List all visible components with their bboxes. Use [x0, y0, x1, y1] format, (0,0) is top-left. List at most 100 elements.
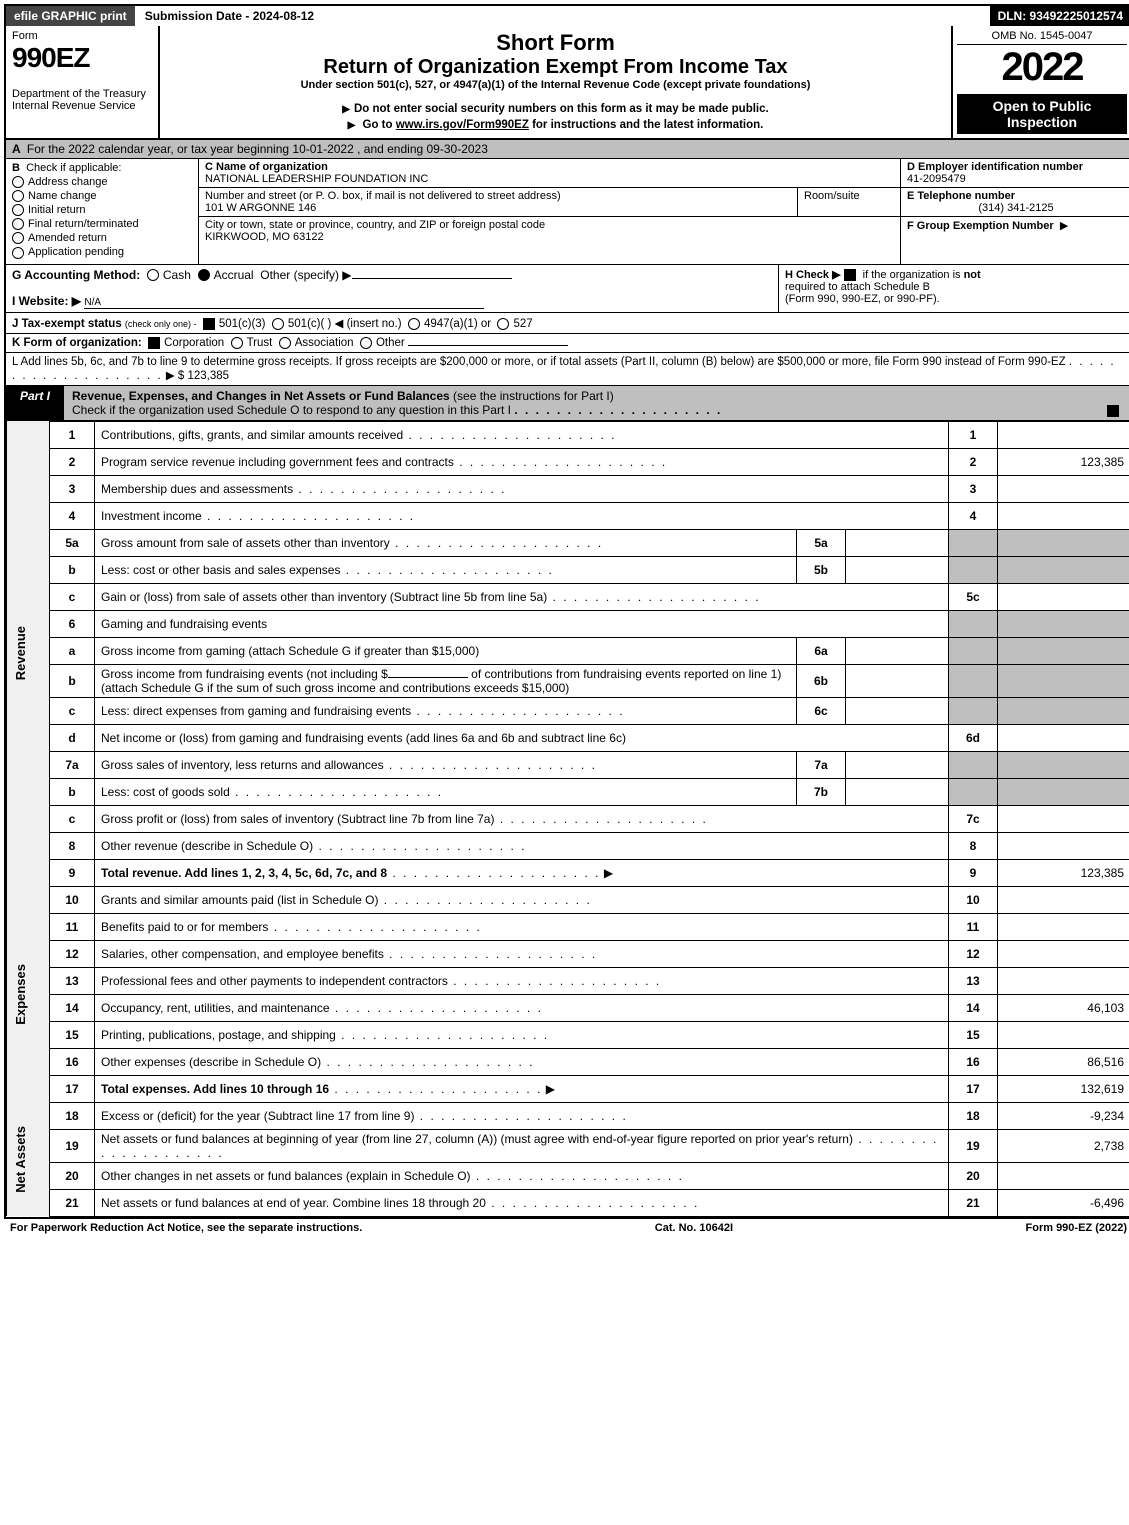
chk-other-org[interactable]: [360, 337, 372, 349]
arrow-icon: [348, 119, 360, 131]
chk-association[interactable]: [279, 337, 291, 349]
arrow-icon: [342, 103, 354, 115]
line-ref: 1: [949, 421, 998, 448]
table-row: d Net income or (loss) from gaming and f…: [7, 724, 1129, 751]
efile-print[interactable]: efile GRAPHIC print: [6, 6, 137, 26]
form-of-org-label: K Form of organization:: [12, 337, 142, 349]
h-text3: (Form 990, 990-EZ, or 990-PF).: [785, 293, 940, 305]
chk-initial-return[interactable]: Initial return: [12, 204, 192, 216]
chk-application-pending[interactable]: Application pending: [12, 246, 192, 258]
accounting-method-label: G Accounting Method:: [12, 268, 140, 282]
table-row: 15Printing, publications, postage, and s…: [7, 1021, 1129, 1048]
header-center: Short Form Return of Organization Exempt…: [160, 26, 951, 138]
form-number: 990EZ: [12, 42, 152, 74]
accrual-label: Accrual: [214, 268, 254, 282]
city-label: City or town, state or province, country…: [205, 219, 545, 231]
chk-4947[interactable]: [408, 318, 420, 330]
box-h: H Check ▶ if the organization is not req…: [778, 265, 1129, 312]
chk-name-change[interactable]: Name change: [12, 190, 192, 202]
chk-cash[interactable]: [147, 269, 159, 281]
warn-text: Do not enter social security numbers on …: [354, 103, 769, 115]
revenue-side-label: Revenue: [13, 626, 28, 680]
expenses-side-label: Expenses: [13, 964, 28, 1025]
website-label: I Website: ▶: [12, 294, 81, 308]
table-row: c Gain or (loss) from sale of assets oth…: [7, 583, 1129, 610]
ein-value: 41-2095479: [907, 173, 966, 185]
table-row: 11Benefits paid to or for members11: [7, 913, 1129, 940]
box-i: I Website: ▶ N/A: [12, 294, 772, 309]
part-i-tab: Part I: [6, 386, 64, 420]
footer-left: For Paperwork Reduction Act Notice, see …: [10, 1222, 362, 1234]
org-name: NATIONAL LEADERSHIP FOUNDATION INC: [205, 173, 428, 185]
part-i-bar: Part I Revenue, Expenses, and Changes in…: [6, 386, 1129, 421]
header-right: OMB No. 1545-0047 2022 Open to Public In…: [951, 26, 1129, 138]
table-row: 16Other expenses (describe in Schedule O…: [7, 1048, 1129, 1075]
chk-trust[interactable]: [231, 337, 243, 349]
box-j: J Tax-exempt status (check only one) - 5…: [6, 313, 1129, 334]
chk-not-required[interactable]: [844, 269, 856, 281]
other-org-line[interactable]: [408, 345, 568, 346]
l-text: L Add lines 5b, 6c, and 7b to line 9 to …: [12, 356, 1066, 368]
group-exemption-label: F Group Exemption Number: [907, 220, 1054, 232]
line-value: 123,385: [998, 448, 1129, 475]
table-row: Revenue 1 Contributions, gifts, grants, …: [7, 421, 1129, 448]
table-row: 12Salaries, other compensation, and empl…: [7, 940, 1129, 967]
topbar-spacer: [324, 6, 989, 26]
table-row: 7a Gross sales of inventory, less return…: [7, 751, 1129, 778]
chk-accrual[interactable]: [198, 269, 210, 281]
table-row: c Gross profit or (loss) from sales of i…: [7, 805, 1129, 832]
h-not: not: [964, 269, 981, 281]
chk-501c3[interactable]: [203, 318, 215, 330]
section-a: A For the 2022 calendar year, or tax yea…: [6, 140, 1129, 159]
contrib-amount-line[interactable]: [388, 677, 468, 678]
table-row: 8 Other revenue (describe in Schedule O)…: [7, 832, 1129, 859]
street-row: Number and street (or P. O. box, if mail…: [199, 188, 900, 217]
line-desc: Contributions, gifts, grants, and simila…: [101, 428, 403, 442]
chk-amended-return[interactable]: Amended return: [12, 232, 192, 244]
table-row: b Less: cost or other basis and sales ex…: [7, 556, 1129, 583]
irs-label: Internal Revenue Service: [12, 100, 152, 112]
cash-label: Cash: [163, 268, 191, 282]
chk-527[interactable]: [497, 318, 509, 330]
part-i-title: Revenue, Expenses, and Changes in Net As…: [64, 386, 1129, 420]
table-row: 6 Gaming and fundraising events: [7, 610, 1129, 637]
net-assets-side-label: Net Assets: [13, 1126, 28, 1193]
chk-final-return[interactable]: Final return/terminated: [12, 218, 192, 230]
goto-link[interactable]: www.irs.gov/Form990EZ: [396, 119, 529, 131]
city-value: KIRKWOOD, MO 63122: [205, 231, 324, 243]
box-f: F Group Exemption Number ▶: [901, 217, 1129, 264]
org-name-label: C Name of organization: [205, 161, 328, 173]
line-value: [998, 421, 1129, 448]
goto-pre: Go to: [363, 119, 396, 131]
k-assoc: Association: [295, 337, 354, 349]
chk-schedule-o[interactable]: [1107, 405, 1119, 417]
short-form-title: Short Form: [166, 30, 945, 56]
lines-table: Revenue 1 Contributions, gifts, grants, …: [6, 421, 1129, 1217]
org-name-row: C Name of organization NATIONAL LEADERSH…: [199, 159, 900, 188]
table-row: b Gross income from fundraising events (…: [7, 664, 1129, 697]
goto-line: Go to www.irs.gov/Form990EZ for instruct…: [166, 119, 945, 131]
warn-line: Do not enter social security numbers on …: [166, 103, 945, 115]
form-container: efile GRAPHIC print Submission Date - 20…: [4, 4, 1129, 1219]
ein-label: D Employer identification number: [907, 161, 1083, 173]
other-specify-line[interactable]: [352, 278, 512, 279]
under-section: Under section 501(c), 527, or 4947(a)(1)…: [166, 79, 945, 91]
room-suite-label: Room/suite: [798, 188, 900, 216]
top-bar: efile GRAPHIC print Submission Date - 20…: [6, 6, 1129, 26]
l-value: $ 123,385: [178, 370, 229, 382]
table-row: Expenses 10 Grants and similar amounts p…: [7, 886, 1129, 913]
chk-address-change[interactable]: Address change: [12, 176, 192, 188]
chk-corporation[interactable]: [148, 337, 160, 349]
box-def: D Employer identification number 41-2095…: [900, 159, 1129, 264]
form-word: Form: [12, 30, 152, 42]
box-l: L Add lines 5b, 6c, and 7b to line 9 to …: [6, 353, 1129, 386]
table-row: 14Occupancy, rent, utilities, and mainte…: [7, 994, 1129, 1021]
header: Form 990EZ Department of the Treasury In…: [6, 26, 1129, 140]
arrow-icon: ▶: [1060, 220, 1068, 232]
arrow-icon: ▶: [604, 866, 613, 880]
chk-501c[interactable]: [272, 318, 284, 330]
arrow-icon: ▶: [546, 1082, 555, 1096]
dln: DLN: 93492225012574: [990, 6, 1129, 26]
table-row: 3 Membership dues and assessments 3: [7, 475, 1129, 502]
box-g: G Accounting Method: Cash Accrual Other …: [6, 265, 778, 312]
